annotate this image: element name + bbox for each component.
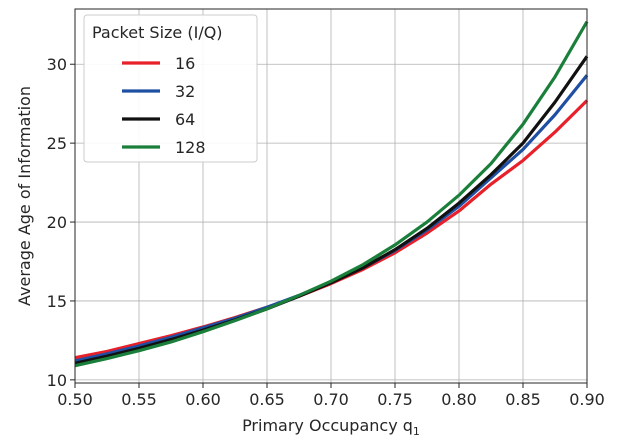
x-tick-label: 0.90 [569, 390, 605, 409]
y-tick-label: 25 [47, 134, 67, 153]
axis-ticks: 0.50 0.55 0.60 0.65 0.70 0.75 0.80 0.85 0.90 10 15… [47, 55, 605, 409]
legend-label-128: 128 [175, 138, 206, 157]
x-tick-label: 0.65 [249, 390, 285, 409]
legend-label-64: 64 [175, 110, 195, 129]
x-tick-label: 0.55 [121, 390, 157, 409]
legend-label-32: 32 [175, 82, 195, 101]
grid-lines [74, 9, 588, 383]
x-tick-label: 0.50 [57, 390, 93, 409]
y-tick-label: 10 [47, 371, 67, 390]
x-tick-label: 0.60 [185, 390, 221, 409]
y-tick-label: 15 [47, 292, 67, 311]
legend-title: Packet Size (I/Q) [92, 23, 223, 42]
x-axis-title: Primary Occupancy q1 [242, 416, 420, 438]
legend-label-16: 16 [175, 54, 195, 73]
series-lines [74, 20, 589, 368]
y-tick-label: 20 [47, 213, 67, 232]
x-axis-title-main: Primary Occupancy q [242, 416, 413, 435]
legend: Packet Size (I/Q) 16 32 64 128 [83, 14, 258, 163]
legend-box [83, 14, 258, 163]
x-tick-label: 0.80 [441, 390, 477, 409]
y-tick-label: 30 [47, 55, 67, 74]
y-axis-title: Average Age of Information [15, 86, 34, 306]
x-tick-label: 0.85 [505, 390, 541, 409]
x-axis-title-subscript: 1 [413, 425, 420, 438]
x-tick-label: 0.75 [377, 390, 413, 409]
series-line-128 [74, 20, 589, 368]
x-tick-label: 0.70 [313, 390, 349, 409]
legend-items: 16 32 64 128 [122, 54, 206, 157]
